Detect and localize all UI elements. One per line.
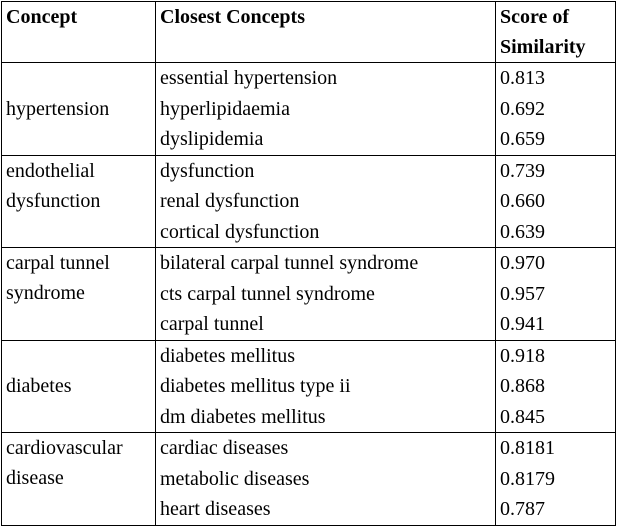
closest-concept-cell: cts carpal tunnel syndrome bbox=[155, 278, 496, 309]
table-row: heart diseases 0.787 bbox=[2, 494, 616, 525]
concept-cell: carpal tunnel syndrome bbox=[1, 247, 156, 340]
table-row: carpal tunnel syndrome bilateral carpal t… bbox=[1, 247, 616, 340]
table-row: hypertension essential hypertension 0.813 bbox=[1, 62, 616, 155]
score-cell: 0.918 bbox=[495, 339, 616, 371]
closest-concept-cell: dysfunction bbox=[155, 154, 496, 186]
score-cell: 0.639 bbox=[495, 216, 616, 248]
closest-concept-cell: diabetes mellitus bbox=[155, 339, 496, 371]
closest-concept-cell: dm diabetes mellitus bbox=[155, 401, 496, 433]
header-cell: Closest Concepts bbox=[155, 1, 496, 63]
score-cell: 0.739 bbox=[495, 154, 616, 186]
score-cell: 0.692 bbox=[495, 93, 616, 124]
score-cell: 0.941 bbox=[495, 309, 616, 340]
table-row: dm diabetes mellitus 0.845 bbox=[2, 401, 616, 433]
closest-concept-cell: cardiac diseases bbox=[155, 432, 496, 464]
table-row: hyperlipidaemia 0.692 bbox=[2, 93, 616, 124]
concept-cell: hypertension bbox=[1, 62, 156, 155]
concept-cell: diabetes bbox=[1, 339, 156, 433]
closest-concept-cell: heart diseases bbox=[155, 494, 496, 525]
score-cell: 0.8179 bbox=[495, 463, 616, 494]
table-row: diabetes diabetes mellitus 0.918 bbox=[1, 339, 616, 433]
table-row: endothelial dysfunction dysfunction 0.739 bbox=[1, 154, 616, 248]
score-cell: 0.787 bbox=[495, 494, 616, 525]
table-row: cardiovascular disease cardiac diseases 0.… bbox=[1, 432, 616, 525]
closest-concept-cell: essential hypertension bbox=[155, 62, 496, 94]
closest-concept-cell: bilateral carpal tunnel syndrome bbox=[155, 247, 496, 279]
header-cell: Score of Similarity bbox=[495, 1, 616, 63]
table-body: hypertension essential hypertension 0.813 h… bbox=[1, 62, 616, 525]
table-row: metabolic diseases 0.8179 bbox=[2, 463, 616, 494]
closest-concept-cell: cortical dysfunction bbox=[155, 216, 496, 248]
closest-concept-cell: dyslipidemia bbox=[155, 124, 496, 155]
score-cell: 0.659 bbox=[495, 124, 616, 155]
closest-concept-cell: carpal tunnel bbox=[155, 309, 496, 340]
concept-cell: cardiovascular disease bbox=[1, 432, 156, 525]
score-cell: 0.813 bbox=[495, 62, 616, 94]
closest-concept-cell: metabolic diseases bbox=[155, 463, 496, 494]
header-row: Concept Closest Concepts Score of Simila… bbox=[1, 1, 616, 63]
table-row: cts carpal tunnel syndrome 0.957 bbox=[2, 278, 616, 309]
score-cell: 0.845 bbox=[495, 401, 616, 433]
table-row: cortical dysfunction 0.639 bbox=[2, 216, 616, 248]
table-row: dyslipidemia 0.659 bbox=[2, 124, 616, 155]
table-row: renal dysfunction 0.660 bbox=[2, 186, 616, 217]
table-row: carpal tunnel 0.941 bbox=[2, 309, 616, 340]
score-cell: 0.8181 bbox=[495, 432, 616, 464]
score-cell: 0.660 bbox=[495, 186, 616, 217]
concept-cell: endothelial dysfunction bbox=[1, 154, 156, 248]
score-cell: 0.868 bbox=[495, 371, 616, 402]
header-cell: Concept bbox=[1, 1, 156, 63]
closest-concept-cell: renal dysfunction bbox=[155, 186, 496, 217]
closest-concept-cell: hyperlipidaemia bbox=[155, 93, 496, 124]
table-row: diabetes mellitus type ii 0.868 bbox=[2, 371, 616, 402]
score-cell: 0.957 bbox=[495, 278, 616, 309]
closest-concept-cell: diabetes mellitus type ii bbox=[155, 371, 496, 402]
score-cell: 0.970 bbox=[495, 247, 616, 279]
